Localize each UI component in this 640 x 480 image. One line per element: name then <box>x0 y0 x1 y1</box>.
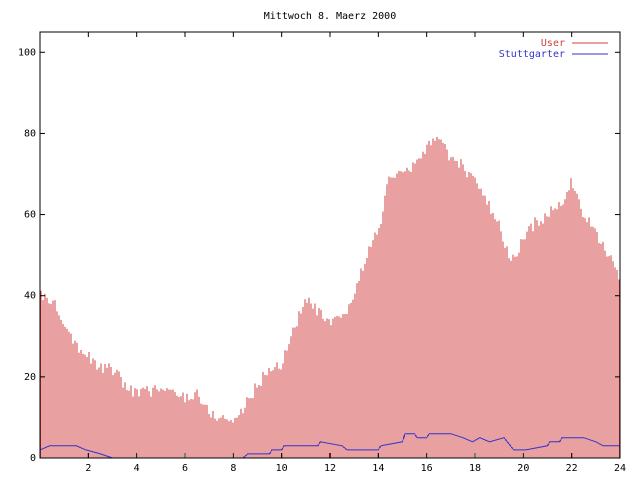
x-tick-label: 18 <box>469 463 481 474</box>
x-tick-label: 6 <box>182 463 188 474</box>
y-tick-label: 60 <box>24 210 36 221</box>
y-tick-label: 100 <box>18 47 36 58</box>
legend-label-stuttgarter: Stuttgarter <box>499 49 565 60</box>
y-axis: 0 20 40 60 80 100 <box>18 47 620 464</box>
y-tick-label: 40 <box>24 291 36 302</box>
x-tick-label: 2 <box>85 463 91 474</box>
x-tick-label: 4 <box>134 463 140 474</box>
stuttgarter-series <box>39 433 620 459</box>
x-tick-label: 24 <box>614 463 626 474</box>
x-tick-label: 16 <box>421 463 433 474</box>
x-tick-label: 22 <box>566 463 578 474</box>
x-tick-label: 12 <box>324 463 336 474</box>
legend-label-user: User <box>541 38 565 49</box>
x-axis: 2 4 6 8 10 12 14 16 18 20 22 24 <box>85 32 626 474</box>
chart-title: Mittwoch 8. Maerz 2000 <box>264 11 396 22</box>
x-tick-label: 20 <box>517 463 529 474</box>
x-tick-label: 8 <box>230 463 236 474</box>
user-series <box>40 136 620 458</box>
y-tick-label: 80 <box>24 128 36 139</box>
stuttgarter-line <box>39 433 620 459</box>
y-tick-label: 20 <box>24 372 36 383</box>
y-tick-label: 0 <box>30 453 36 464</box>
x-tick-label: 14 <box>372 463 384 474</box>
legend: User Stuttgarter <box>499 38 608 60</box>
x-tick-label: 10 <box>276 463 288 474</box>
